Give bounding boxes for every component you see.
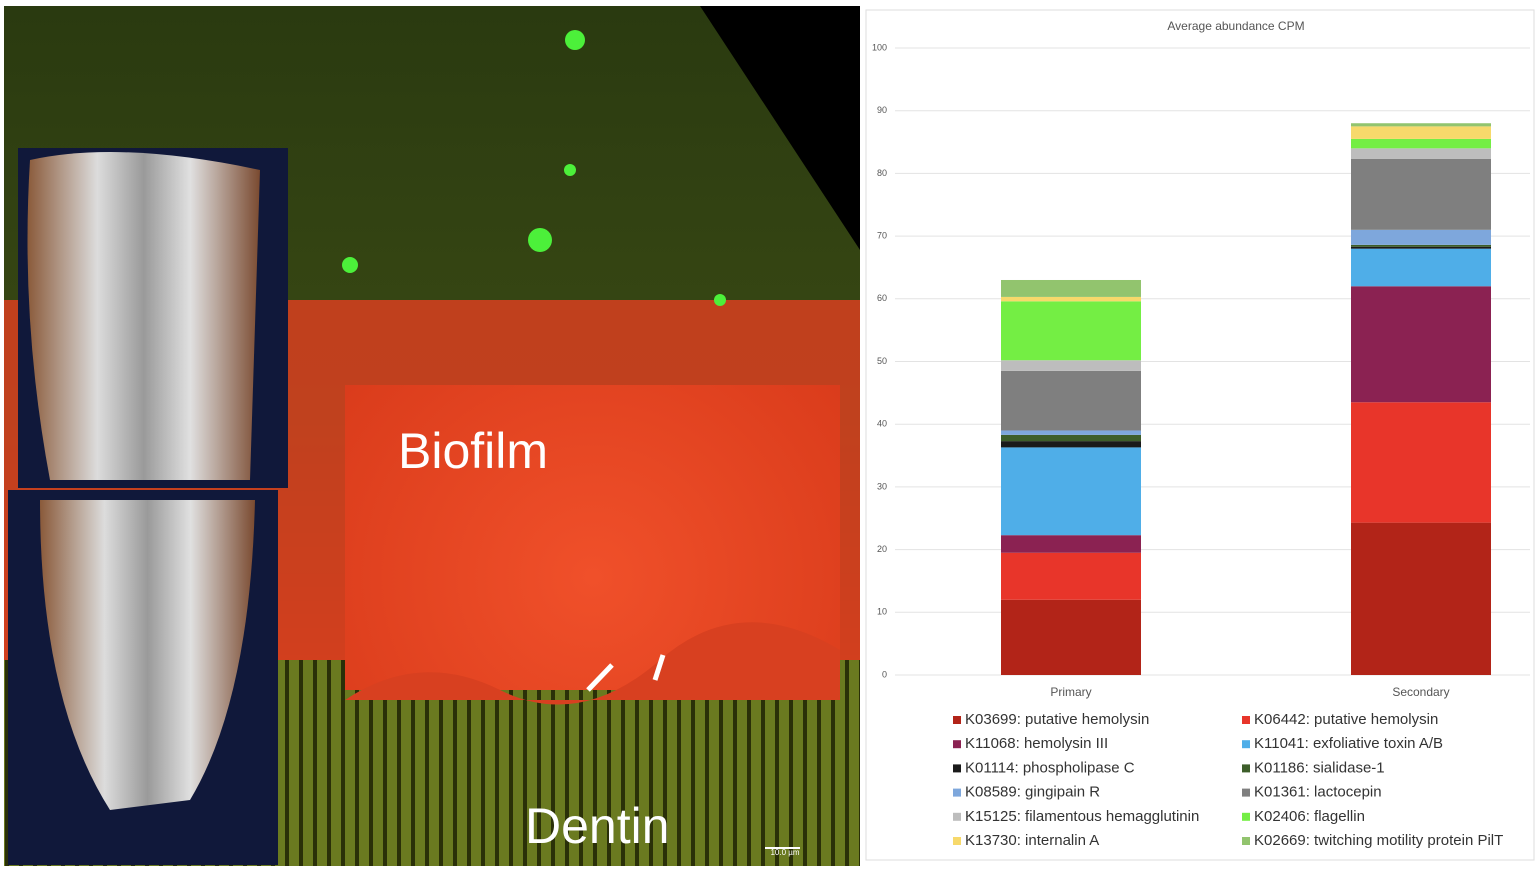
- micrograph: Biofilm Dentin 10.0 µm: [4, 6, 860, 866]
- bar-segment: [1001, 599, 1141, 675]
- legend-label: K15125: filamentous hemagglutinin: [965, 808, 1199, 825]
- bar-segment: [1001, 552, 1141, 600]
- legend-swatch: [953, 837, 961, 845]
- y-tick-label: 50: [877, 356, 887, 366]
- bar-segment: [1351, 229, 1491, 245]
- chart: 0 10 20 30 40 50 60 70 80 90 100 Primary Secondary K0…: [872, 42, 1530, 849]
- bar-segment: [1001, 434, 1141, 442]
- bar-segment: [1001, 430, 1141, 435]
- y-tick-label: 100: [872, 42, 887, 52]
- x-tick-label: Secondary: [1392, 685, 1449, 699]
- bar-segment: [1001, 301, 1141, 361]
- bar-segment: [1001, 360, 1141, 371]
- legend-swatch: [953, 812, 961, 821]
- scale-bar-label: 10.0 µm: [770, 848, 799, 857]
- y-tick-label: 0: [882, 669, 887, 679]
- bar-segment: [1001, 441, 1141, 448]
- bar-segment: [1351, 248, 1491, 287]
- legend-label: K02406: flagellin: [1254, 808, 1365, 825]
- y-tick-label: 30: [877, 481, 887, 491]
- bar-segment: [1351, 148, 1491, 159]
- bar-segment: [1351, 402, 1491, 523]
- legend-label: K11068: hemolysin III: [965, 735, 1108, 752]
- legend-swatch: [953, 788, 961, 797]
- legend-label: K11041: exfoliative toxin A/B: [1254, 735, 1443, 752]
- legend-label: K01361: lactocepin: [1254, 784, 1382, 801]
- image-label: Biofilm: [398, 423, 548, 479]
- bar-segment: [1351, 138, 1491, 149]
- y-tick-label: 40: [877, 419, 887, 429]
- x-tick-label: Primary: [1050, 685, 1091, 699]
- legend-swatch: [953, 740, 961, 749]
- legend-swatch: [1242, 740, 1250, 749]
- legend-label: K06442: putative hemolysin: [1254, 711, 1438, 728]
- bar-segment: [1001, 296, 1141, 302]
- bar-segment: [1001, 279, 1141, 297]
- y-tick-label: 70: [877, 230, 887, 240]
- y-tick-label: 60: [877, 293, 887, 303]
- bar-segment: [1351, 522, 1491, 675]
- legend-label: K01186: sialidase-1: [1254, 759, 1385, 776]
- bar-segment: [1351, 123, 1491, 127]
- y-tick-label: 20: [877, 544, 887, 554]
- bar-segment: [1001, 535, 1141, 553]
- legend-swatch: [953, 716, 961, 724]
- y-tick-label: 90: [877, 105, 887, 115]
- bar-segment: [1351, 244, 1491, 247]
- legend-swatch: [1242, 788, 1250, 797]
- legend-label: K13730: internalin A: [965, 832, 1099, 849]
- legend-swatch: [1242, 837, 1250, 845]
- legend-label: K08589: gingipain R: [965, 784, 1100, 801]
- legend-label: K01114: phospholipase C: [965, 759, 1135, 776]
- legend-swatch: [953, 764, 961, 773]
- image-label: Dentin: [525, 798, 670, 854]
- y-tick-label: 10: [877, 607, 887, 617]
- y-tick-label: 80: [877, 168, 887, 178]
- bar-segment: [1001, 370, 1141, 431]
- chart-title: Average abundance CPM: [1167, 19, 1304, 33]
- bar-segment: [1351, 246, 1491, 249]
- legend-swatch: [1242, 716, 1250, 724]
- bar-segment: [1351, 126, 1491, 139]
- bar-segment: [1351, 158, 1491, 230]
- bar-segment: [1351, 286, 1491, 403]
- legend-swatch: [1242, 764, 1250, 773]
- legend-label: K02669: twitching motility protein PilT: [1254, 832, 1503, 849]
- legend-label: K03699: putative hemolysin: [965, 711, 1149, 728]
- legend-swatch: [1242, 812, 1250, 821]
- bar-segment: [1001, 447, 1141, 536]
